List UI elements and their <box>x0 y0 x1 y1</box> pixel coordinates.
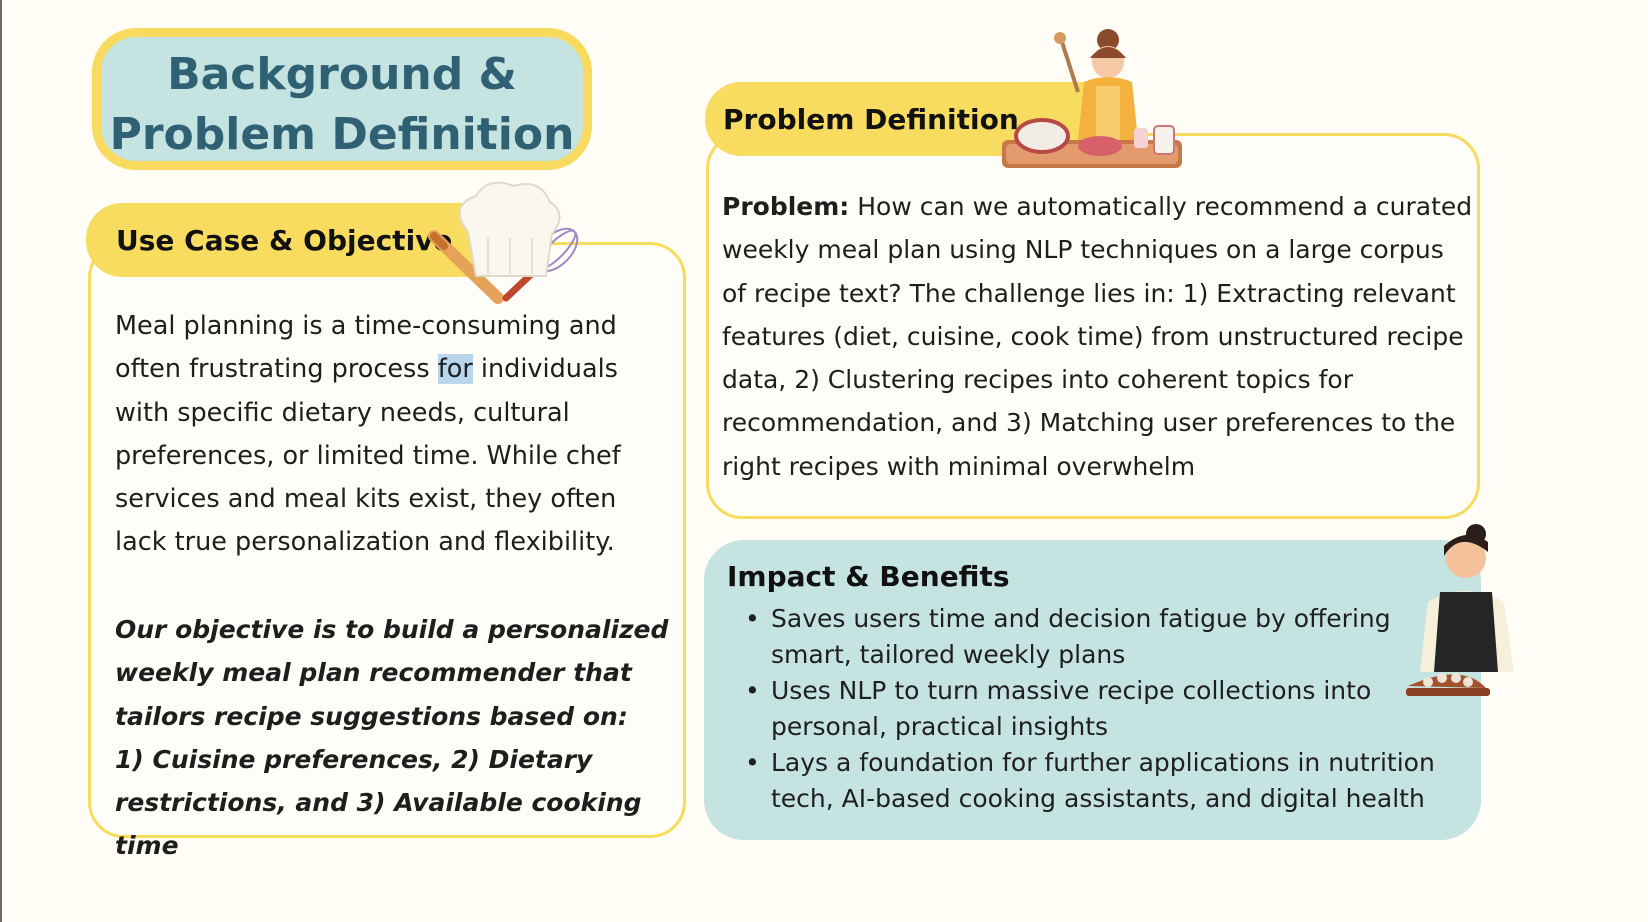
problem-label: Problem: <box>722 192 850 221</box>
bullet-icon: • <box>745 676 760 705</box>
use-case-card <box>88 242 686 838</box>
left-border <box>0 0 2 922</box>
impact-item-text: Saves users time and decision fatigue by… <box>771 604 1391 669</box>
problem-card <box>706 133 1480 519</box>
highlighted-word: for <box>437 354 473 385</box>
use-case-text-part: Meal planning is a time-consuming and of… <box>115 311 617 385</box>
use-case-text-part: individuals with specific dietary needs,… <box>115 354 621 558</box>
bullet-icon: • <box>745 604 760 633</box>
objective-criteria: 1) Cuisine preferences, 2) Dietary restr… <box>115 744 642 861</box>
impact-card <box>704 540 1481 840</box>
objective-statement: Our objective is to build a personalized… <box>115 615 669 731</box>
list-item: • Lays a foundation for further applicati… <box>745 745 1465 817</box>
impact-heading: Impact & Benefits <box>727 560 1010 593</box>
use-case-paragraph: Meal planning is a time-consuming and of… <box>115 305 675 565</box>
rolling-pin-icon <box>428 230 504 304</box>
list-item: • Uses NLP to turn massive recipe collect… <box>745 673 1465 745</box>
problem-paragraph: Problem: How can we automatically recomm… <box>722 185 1474 488</box>
use-case-heading: Use Case & Objective <box>86 203 516 277</box>
slide-title: Background & Problem Definition <box>92 28 592 170</box>
impact-item-text: Uses NLP to turn massive recipe collecti… <box>771 676 1372 741</box>
impact-list: • Saves users time and decision fatigue b… <box>745 601 1465 817</box>
list-item: • Saves users time and decision fatigue b… <box>745 601 1465 673</box>
objective-paragraph: Our objective is to build a personalized… <box>115 608 685 868</box>
problem-heading-text: Problem Definition <box>723 102 1019 136</box>
chef-hat-icon <box>428 181 579 304</box>
title-line-1: Background & <box>167 49 517 100</box>
impact-item-text: Lays a foundation for further applicatio… <box>771 748 1435 813</box>
use-case-heading-text: Use Case & Objective <box>116 223 453 257</box>
bullet-icon: • <box>745 748 760 777</box>
title-line-2: Problem Definition <box>109 109 575 160</box>
cook-woman-illustration <box>1002 29 1182 168</box>
problem-body: How can we automatically recommend a cur… <box>722 192 1473 481</box>
chef-woman-illustration <box>1406 524 1514 696</box>
